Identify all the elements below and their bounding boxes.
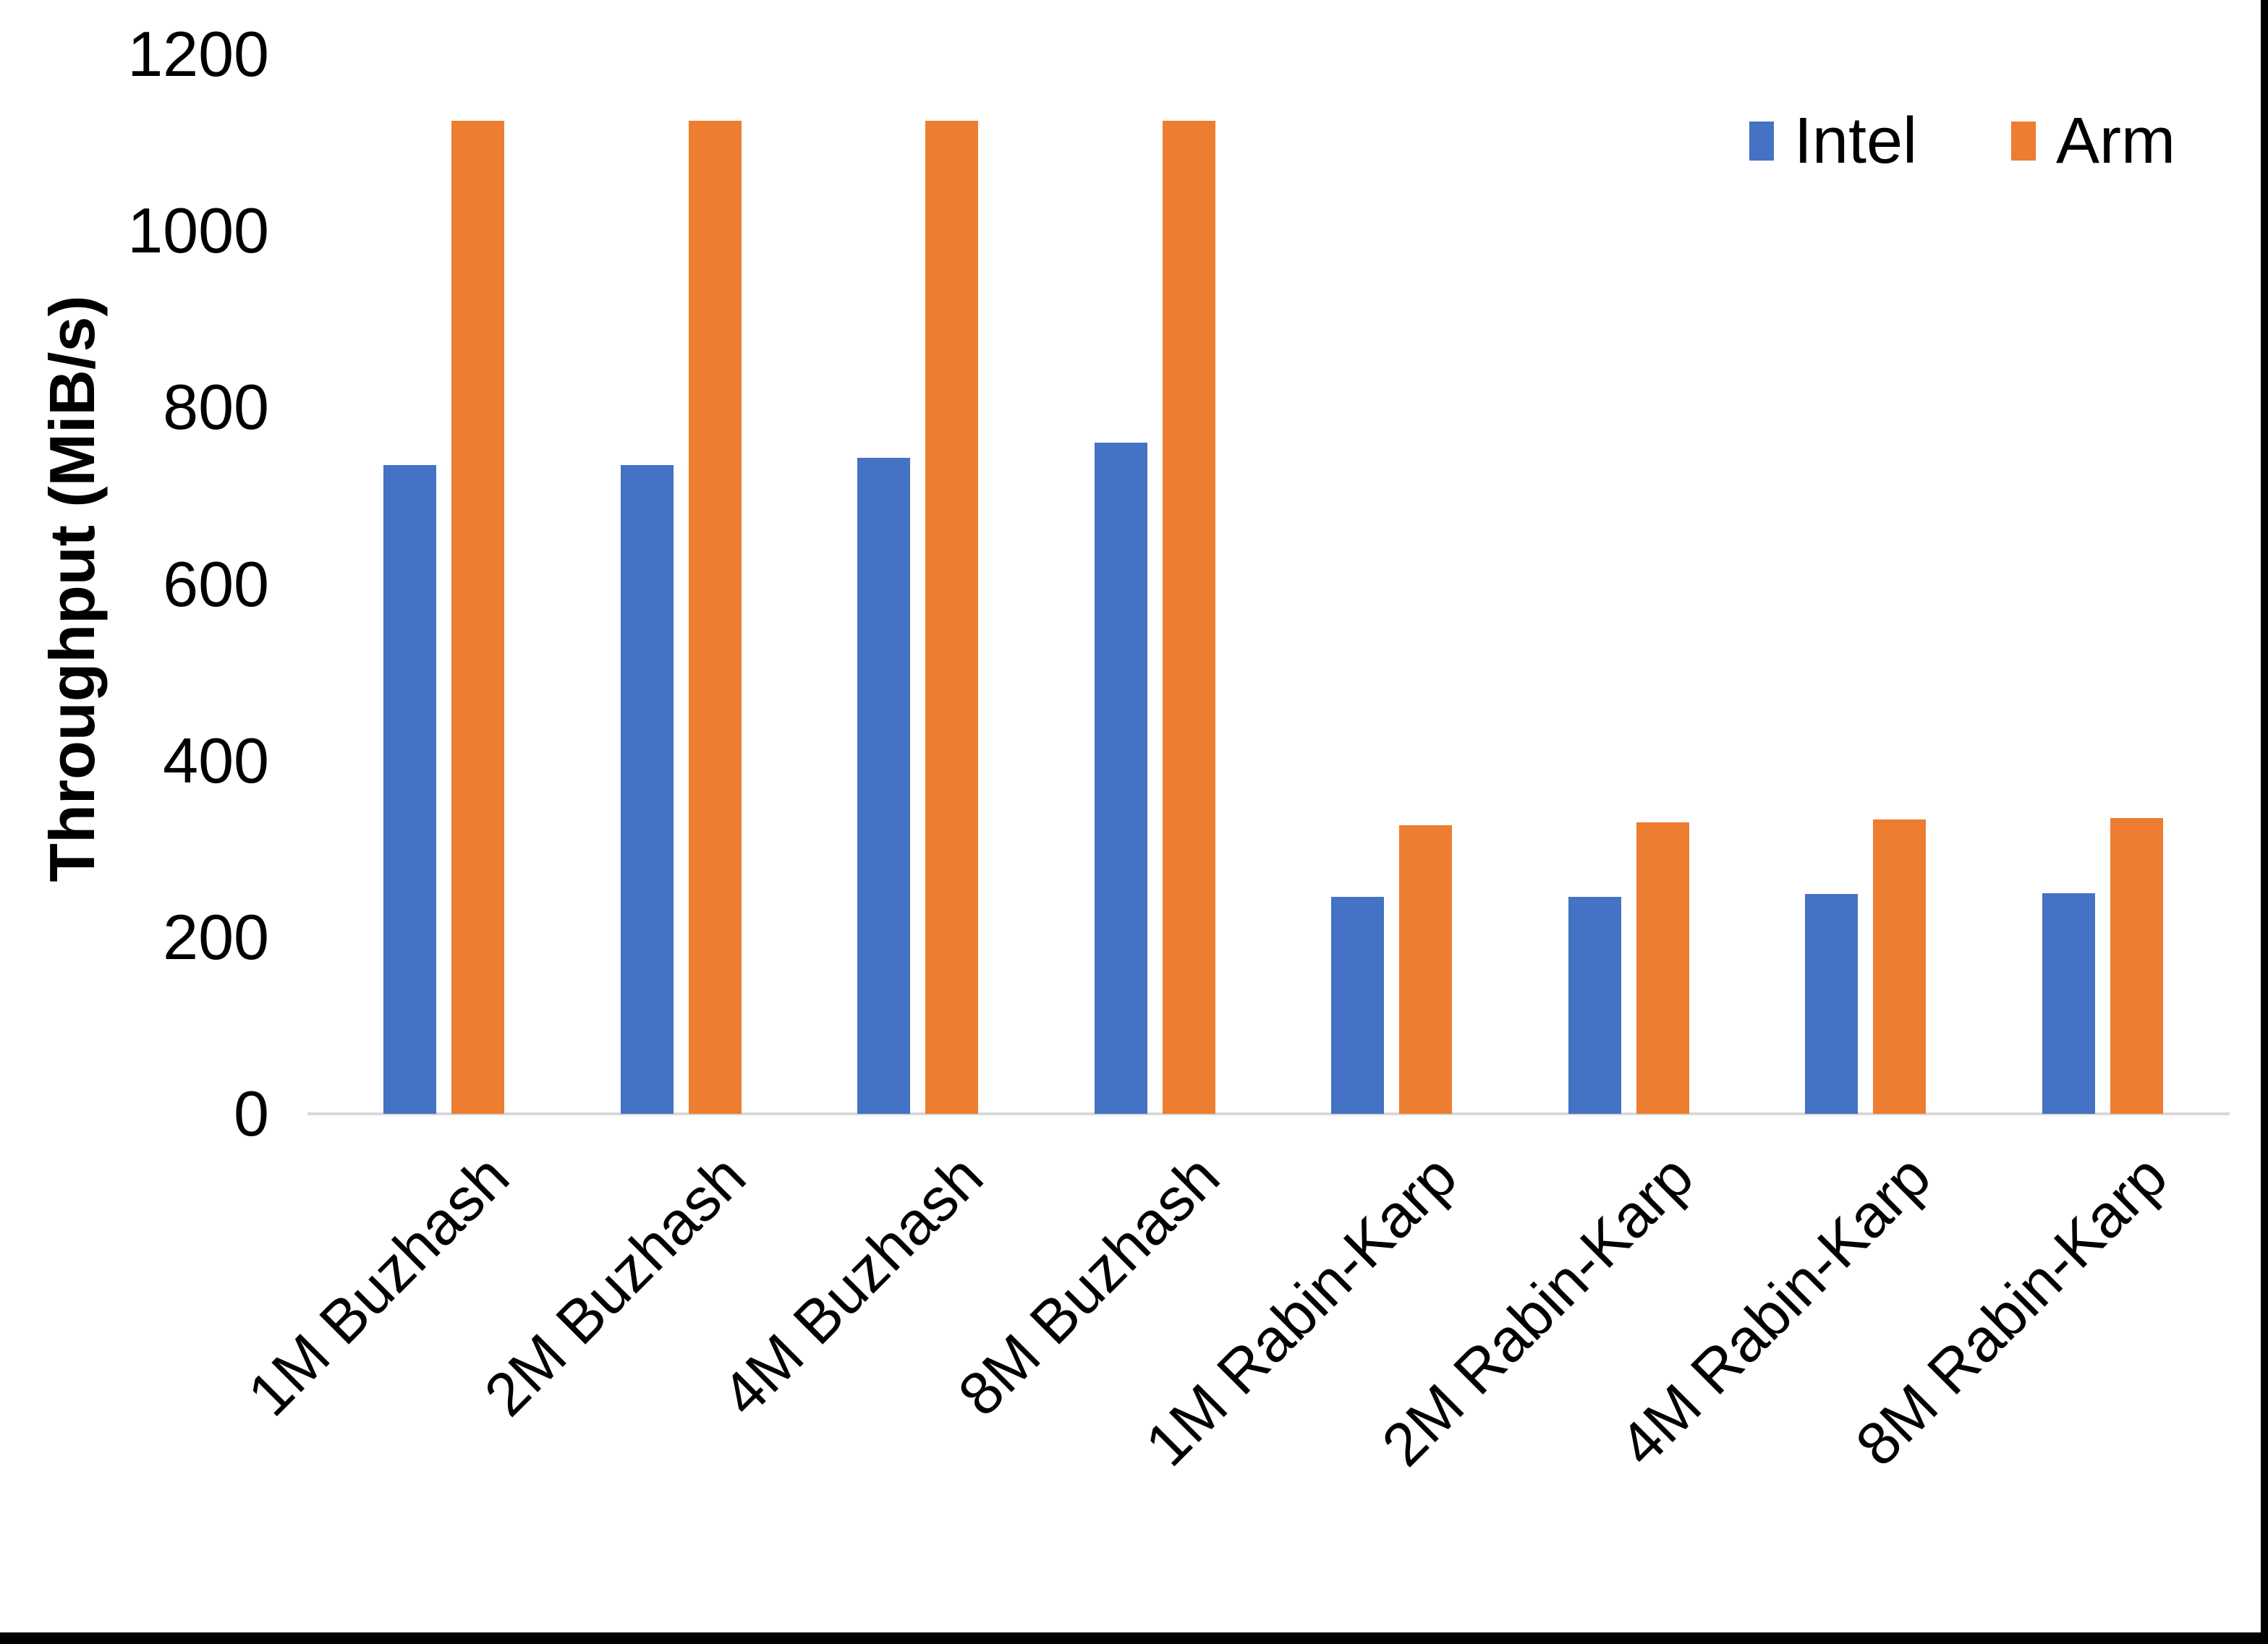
y-tick-label: 200	[163, 900, 269, 973]
bar-intel-8m-rabin-karp	[2042, 893, 2095, 1114]
legend-label-intel: Intel	[1793, 105, 1918, 177]
bar-intel-4m-rabin-karp	[1805, 894, 1859, 1114]
screen-edge-bottom	[0, 1632, 2268, 1644]
bar-arm-2m-rabin-karp	[1636, 822, 1689, 1114]
screen-edge-right	[2261, 0, 2268, 1644]
intel-series-swatch-icon	[1749, 122, 1774, 161]
y-tick-label: 0	[234, 1078, 269, 1149]
y-tick-label: 1000	[127, 195, 269, 267]
bar-intel-1m-buzhash	[383, 464, 437, 1114]
arm-series-swatch-icon	[2011, 122, 2036, 161]
bar-intel-4m-buzhash	[857, 457, 911, 1114]
bar-arm-8m-buzhash	[1162, 120, 1215, 1114]
legend-item-arm: Arm	[2011, 108, 2175, 174]
bar-intel-2m-buzhash	[620, 464, 674, 1114]
bar-intel-2m-rabin-karp	[1568, 896, 1621, 1114]
legend: Intel Arm	[1749, 108, 2175, 174]
bar-arm-1m-buzhash	[451, 120, 505, 1114]
y-tick-label: 1200	[127, 18, 269, 90]
bar-arm-4m-buzhash	[925, 120, 979, 1114]
bar-arm-2m-buzhash	[688, 120, 742, 1114]
bar-arm-8m-rabin-karp	[2110, 818, 2163, 1114]
y-tick-label: 600	[163, 548, 269, 620]
x-axis-line	[307, 1112, 2230, 1115]
y-tick-label: 800	[163, 371, 269, 443]
bar-arm-1m-rabin-karp	[1399, 825, 1453, 1114]
plot-area	[307, 54, 2230, 1115]
y-tick-label: 400	[163, 724, 269, 796]
bar-arm-4m-rabin-karp	[1873, 819, 1927, 1114]
bar-intel-1m-rabin-karp	[1331, 896, 1385, 1114]
legend-item-intel: Intel	[1749, 108, 1917, 174]
bar-intel-8m-buzhash	[1094, 443, 1147, 1114]
legend-label-arm: Arm	[2056, 105, 2175, 177]
